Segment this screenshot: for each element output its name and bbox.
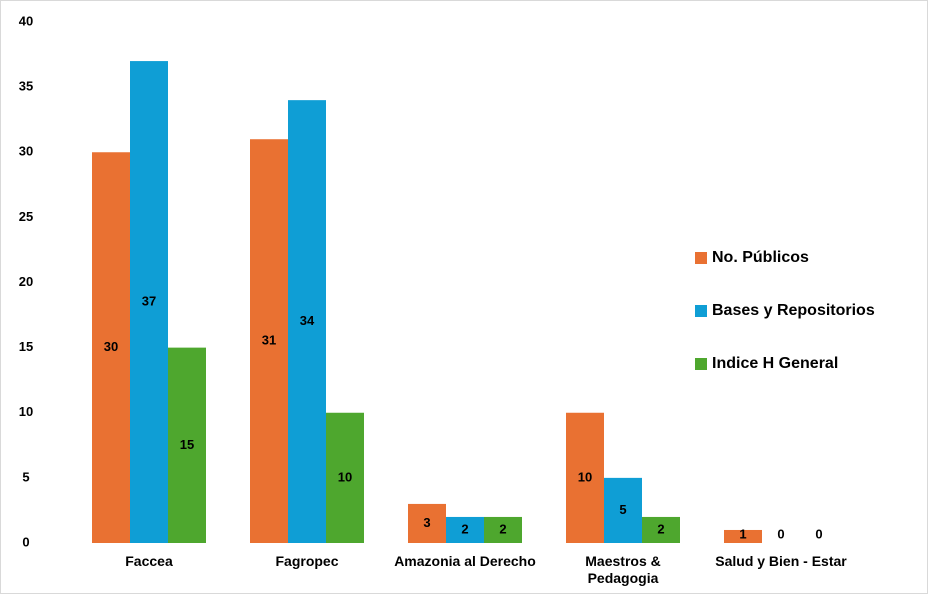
bar bbox=[408, 503, 446, 543]
y-tick-label: 5 bbox=[22, 469, 29, 484]
bar bbox=[566, 412, 604, 543]
data-label: 2 bbox=[461, 521, 468, 536]
x-tick-label-box: Salud y Bien - Estar bbox=[715, 553, 847, 569]
bar bbox=[446, 516, 484, 543]
data-label: 5 bbox=[619, 502, 626, 517]
x-tick-label: Maestros & Pedagogia bbox=[585, 553, 661, 586]
legend-label: Indice H General bbox=[712, 355, 838, 372]
legend-swatch bbox=[695, 305, 707, 317]
y-tick-label: 40 bbox=[19, 13, 33, 28]
data-label: 10 bbox=[578, 469, 592, 484]
x-tick-label-box: Amazonia al Derecho bbox=[394, 553, 536, 569]
bar bbox=[724, 529, 762, 543]
data-label: 2 bbox=[657, 521, 664, 536]
bar bbox=[168, 347, 206, 543]
legend-label: Bases y Repositorios bbox=[712, 302, 875, 319]
bar bbox=[604, 477, 642, 543]
bar bbox=[250, 139, 288, 543]
x-tick-label: Fagropec bbox=[275, 553, 339, 569]
data-label: 2 bbox=[499, 521, 506, 536]
data-label: 0 bbox=[815, 526, 822, 541]
data-label: 31 bbox=[262, 333, 276, 348]
data-label: 15 bbox=[180, 437, 194, 452]
legend-swatch bbox=[695, 358, 707, 370]
x-tick-label-box: Maestros & Pedagogia bbox=[585, 553, 661, 586]
x-tick-label: Faccea bbox=[125, 553, 173, 569]
legend-label: No. Públicos bbox=[712, 249, 809, 266]
bar bbox=[130, 61, 168, 543]
y-tick-label: 30 bbox=[19, 144, 33, 159]
bar bbox=[288, 100, 326, 544]
y-tick-label: 15 bbox=[19, 339, 33, 354]
x-tick-label-box: Faccea bbox=[125, 553, 173, 569]
y-tick-label: 25 bbox=[19, 209, 33, 224]
bar bbox=[642, 516, 680, 543]
data-label: 10 bbox=[338, 469, 352, 484]
data-label: 34 bbox=[300, 313, 315, 328]
data-label: 1 bbox=[739, 526, 746, 541]
bar bbox=[326, 412, 364, 543]
bar bbox=[92, 152, 130, 543]
y-tick-label: 10 bbox=[19, 404, 33, 419]
bar bbox=[484, 516, 522, 543]
x-tick-label: Salud y Bien - Estar bbox=[715, 553, 847, 569]
x-tick-label-box: Fagropec bbox=[275, 553, 339, 569]
data-label: 37 bbox=[142, 293, 156, 308]
data-label: 30 bbox=[104, 339, 118, 354]
y-tick-label: 35 bbox=[19, 79, 33, 94]
data-label: 0 bbox=[777, 526, 784, 541]
x-tick-label: Amazonia al Derecho bbox=[394, 553, 536, 569]
legend-swatch bbox=[695, 252, 707, 264]
data-label: 3 bbox=[423, 515, 430, 530]
y-tick-label: 20 bbox=[19, 274, 33, 289]
y-tick-label: 0 bbox=[22, 534, 29, 549]
